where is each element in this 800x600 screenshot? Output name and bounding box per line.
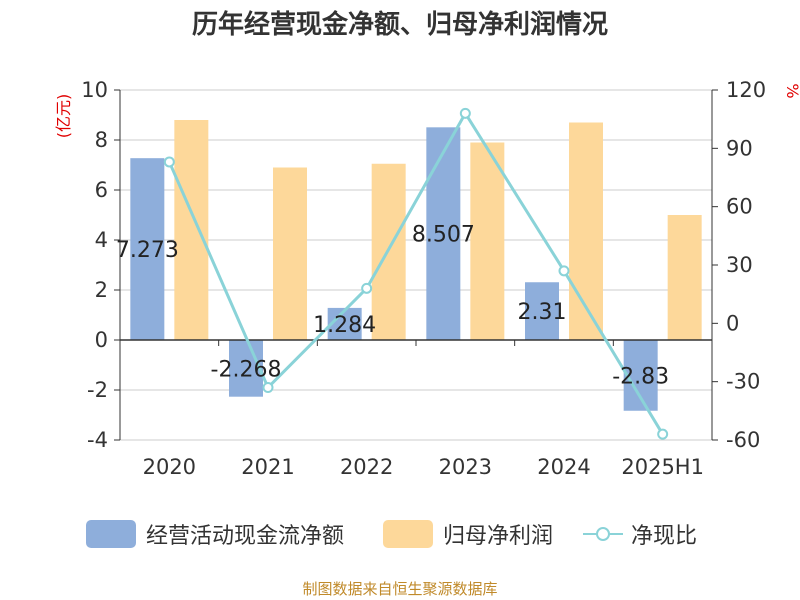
bar-cash <box>525 282 559 340</box>
y-right-tick-label: 0 <box>726 311 739 335</box>
bar-profit <box>174 120 209 340</box>
ratio-line <box>163 107 669 440</box>
y-left-tick-label: 8 <box>95 128 108 152</box>
data-label-cash: 1.284 <box>313 313 376 338</box>
source-note: 制图数据来自恒生聚源数据库 <box>302 580 498 598</box>
ratio-point <box>657 428 669 440</box>
x-tick-label: 2024 <box>537 455 590 479</box>
ratio-point <box>459 107 471 119</box>
y-left-tick-label: -2 <box>87 378 108 402</box>
legend-swatch-profit <box>383 520 433 548</box>
legend-label-profit: 归母净利润 <box>443 524 554 549</box>
y-right-tick-label: 90 <box>726 136 753 160</box>
legend-label-cash: 经营活动现金流净额 <box>146 524 345 549</box>
y-right-tick-label: -30 <box>726 370 760 394</box>
y-right-unit: % <box>783 83 800 98</box>
x-tick-label: 2025H1 <box>621 455 704 479</box>
ratio-point <box>361 282 373 294</box>
y-left-tick-label: 2 <box>95 278 108 302</box>
y-left-tick-label: 10 <box>81 78 108 102</box>
axes: -4 -2 0 2 4 6 8 10 -60 -30 0 30 60 90 120 2020 2021 2022 2… <box>54 78 800 479</box>
legend-item-cash[interactable]: 经营活动现金流净额 <box>86 514 344 554</box>
chart-title: 历年经营现金净额、归母净利润情况 <box>191 10 608 40</box>
legend: 经营活动现金流净额 归母净利润 净现比 <box>0 514 800 554</box>
y-left-unit: (亿元) <box>54 94 73 139</box>
x-tick-label: 2023 <box>439 455 492 479</box>
y-left-tick-label: 0 <box>95 328 108 352</box>
bar-profit <box>273 167 307 340</box>
y-right-tick-label: 60 <box>726 195 753 219</box>
legend-label-ratio: 净现比 <box>631 524 698 549</box>
ratio-point <box>558 265 570 277</box>
y-right-tick-label: 120 <box>726 78 766 102</box>
chart-plot: -4 -2 0 2 4 6 8 10 -60 -30 0 30 60 90 120 2020 2021 2022 2… <box>54 78 800 479</box>
legend-item-profit[interactable]: 归母净利润 <box>383 514 553 554</box>
legend-item-ratio[interactable]: 净现比 <box>583 514 697 554</box>
data-label-cash: 2.31 <box>518 300 567 325</box>
bar-profit <box>470 142 505 340</box>
ratio-point <box>262 382 274 393</box>
legend-line-icon <box>583 524 623 544</box>
ratio-polyline <box>167 110 664 435</box>
data-label-cash: 7.273 <box>116 238 179 263</box>
data-label-cash: -2.83 <box>612 364 669 389</box>
ratio-point <box>163 156 175 168</box>
bar-profit <box>667 215 702 340</box>
bar-profit <box>569 122 603 340</box>
x-tick-label: 2022 <box>340 455 393 479</box>
data-label-cash: 8.507 <box>412 223 475 248</box>
data-label-cash: -2.268 <box>211 357 282 382</box>
legend-swatch-cash <box>86 520 136 548</box>
y-right-tick-label: -60 <box>726 428 760 452</box>
y-right-tick-label: 30 <box>726 253 753 277</box>
y-left-tick-label: 4 <box>95 228 108 252</box>
bars <box>130 120 702 411</box>
bar-cash <box>426 127 461 340</box>
bar-cash <box>229 340 263 397</box>
x-tick-label: 2021 <box>241 455 294 479</box>
y-left-tick-label: -4 <box>87 428 108 452</box>
x-tick-label: 2020 <box>143 455 196 479</box>
data-labels: 7.273 -2.268 1.284 8.507 2.31 -2.83 <box>116 223 669 390</box>
y-left-tick-label: 6 <box>95 178 108 202</box>
bar-cash <box>130 158 165 340</box>
